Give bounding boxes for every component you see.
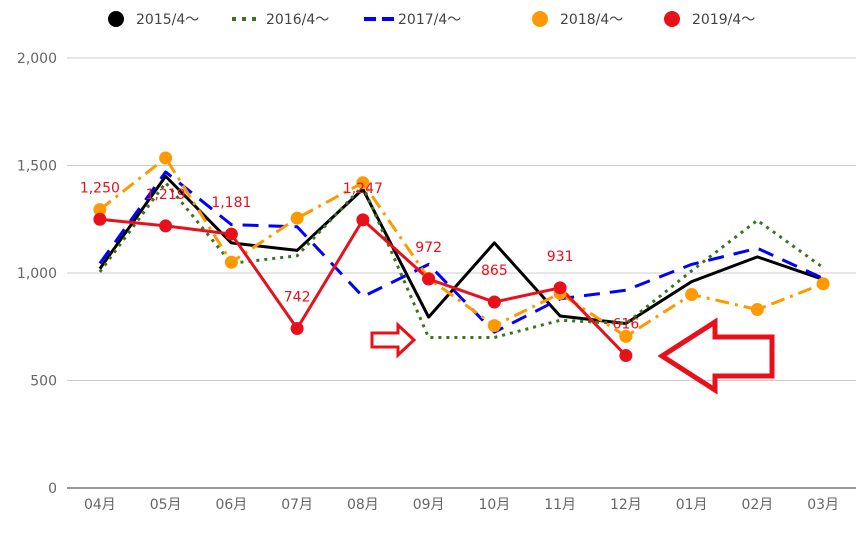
data-label: 1,181: [211, 195, 251, 211]
legend-swatch: [664, 11, 680, 27]
grid-lines: [67, 57, 856, 489]
y-tick-label: 0: [48, 481, 57, 497]
data-point: [93, 203, 107, 217]
x-tick-label: 10月: [478, 497, 510, 513]
data-point: [159, 219, 173, 233]
data-point: [290, 211, 304, 225]
legend-item: 2016/4～: [232, 12, 329, 28]
x-tick-label: 08月: [347, 497, 379, 513]
legend: 2015/4～ 2016/4～ 2017/4～ 2018/4～ 2019/4～: [108, 11, 755, 28]
series-line: [98, 156, 824, 338]
data-point: [816, 277, 830, 291]
small-arrow-right-icon: [370, 321, 417, 359]
x-tick-label: 06月: [215, 497, 247, 513]
legend-label: 2015/4～: [136, 12, 199, 28]
data-point: [290, 321, 304, 335]
legend-item: 2015/4～: [108, 11, 199, 28]
y-tick-label: 2,000: [17, 51, 57, 67]
series-line: [98, 170, 824, 334]
x-tick-label: 02月: [741, 497, 773, 513]
data-point: [356, 176, 370, 190]
x-axis: 04月 05月 06月 07月 08月 09月 10月 11月 12月 01月 02月 03月: [84, 497, 839, 513]
data-point: [487, 319, 501, 333]
x-tick-label: 11月: [544, 497, 576, 513]
x-tick-label: 05月: [150, 497, 182, 513]
data-point: [619, 329, 633, 343]
legend-item: 2019/4～: [664, 11, 755, 28]
data-label: 1,250: [80, 180, 120, 196]
series-line: [98, 174, 824, 326]
legend-item: 2017/4～: [364, 12, 461, 28]
data-label: 1,219: [146, 187, 186, 203]
data-point: [487, 295, 501, 309]
data-point: [422, 272, 436, 286]
legend-item: 2018/4～: [532, 11, 623, 28]
y-tick-label: 500: [30, 374, 57, 390]
data-point: [159, 151, 173, 165]
y-tick-label: 1,500: [17, 159, 57, 175]
y-axis: 0 500 1,000 1,500 2,000: [17, 51, 57, 497]
data-label: 1,247: [343, 181, 383, 197]
data-point: [93, 212, 107, 226]
data-label: 865: [481, 263, 508, 279]
large-arrow-left-icon: [657, 317, 775, 395]
data-point: [553, 281, 567, 295]
data-point: [356, 213, 370, 227]
data-point: [619, 349, 633, 363]
legend-label: 2016/4～: [266, 12, 329, 28]
data-point: [224, 227, 238, 241]
data-point: [224, 255, 238, 269]
x-tick-label: 03月: [807, 497, 839, 513]
x-tick-label: 01月: [676, 497, 708, 513]
data-label: 931: [547, 249, 574, 265]
data-label: 616: [613, 317, 640, 333]
data-label: 742: [284, 289, 311, 305]
series-line: [99, 217, 627, 357]
legend-label: 2017/4～: [398, 12, 461, 28]
data-labels: 1,250 1,219 1,181 742 1,247 972 865 931 616: [80, 180, 639, 332]
legend-swatch: [108, 11, 124, 27]
legend-label: 2019/4～: [692, 12, 755, 28]
legend-label: 2018/4～: [560, 12, 623, 28]
x-tick-label: 07月: [281, 497, 313, 513]
legend-swatch: [532, 11, 548, 27]
data-point: [750, 303, 764, 317]
x-tick-label: 09月: [413, 497, 445, 513]
x-tick-label: 04月: [84, 497, 116, 513]
x-tick-label: 12月: [610, 497, 642, 513]
data-label: 972: [415, 240, 442, 256]
y-tick-label: 1,000: [17, 266, 57, 282]
series-markers: [93, 151, 830, 363]
data-point: [685, 288, 699, 301]
